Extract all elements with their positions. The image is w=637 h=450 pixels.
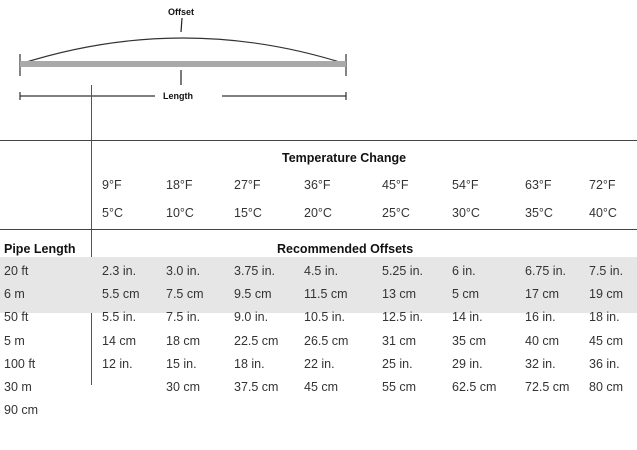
offset-cell: 35 cm [452, 334, 487, 348]
offset-cell: 6.75 in. [525, 264, 567, 278]
offset-cell: 12 in. [102, 357, 133, 371]
offset-cell: 18 in. [589, 310, 620, 324]
celsius-cell: 10°C [166, 206, 194, 220]
offset-cell: 37.5 cm [234, 380, 279, 394]
offset-cell: 3.0 in. [166, 264, 201, 278]
column-divider [91, 85, 92, 385]
offset-cell: 18 cm [166, 334, 201, 348]
offset-cell: 32 in. [525, 357, 556, 371]
offset-pointer [180, 17, 183, 33]
offset-cell: 14 in. [452, 310, 483, 324]
offset-cell: 55 cm [382, 380, 417, 394]
pipe-length-cell: 100 ft [4, 357, 36, 371]
offset-cell: 5.5 in. [102, 310, 137, 324]
celsius-cell: 25°C [382, 206, 410, 220]
offset-cell: 4.5 in. [304, 264, 339, 278]
table-top-rule [0, 140, 637, 141]
pipe-offset-diagram: Offset Length [19, 7, 347, 101]
fahrenheit-cell: 54°F [452, 178, 479, 192]
offset-cell: 15 in. [166, 357, 197, 371]
offset-cell: 25 in. [382, 357, 413, 371]
offset-cell: 17 cm [525, 287, 560, 301]
offset-cell: 5.5 cm [102, 287, 140, 301]
offset-cell: 22.5 cm [234, 334, 279, 348]
fahrenheit-cell: 72°F [589, 178, 616, 192]
pipe-length-cell: 90 cm [4, 403, 39, 417]
offset-cell: 7.5 cm [166, 287, 204, 301]
fahrenheit-cell: 45°F [382, 178, 409, 192]
offset-cell: 62.5 cm [452, 380, 497, 394]
offset-cell: 11.5 cm [304, 287, 348, 301]
fahrenheit-cell: 27°F [234, 178, 261, 192]
offset-cell: 45 cm [304, 380, 339, 394]
offset-cell: 22 in. [304, 357, 335, 371]
fahrenheit-cell: 63°F [525, 178, 552, 192]
offset-cell: 9.5 cm [234, 287, 272, 301]
pipe-bar [20, 61, 346, 67]
offset-cell: 40 cm [525, 334, 560, 348]
highlight-band [0, 257, 637, 313]
pipe-length-header: Pipe Length [4, 242, 76, 256]
offset-cell: 16 in. [525, 310, 556, 324]
pipe-length-cell: 50 ft [4, 310, 29, 324]
pipe-length-cell: 20 ft [4, 264, 29, 278]
offset-cell: 14 cm [102, 334, 137, 348]
fahrenheit-cell: 36°F [304, 178, 331, 192]
celsius-cell: 20°C [304, 206, 332, 220]
celsius-cell: 30°C [452, 206, 480, 220]
offset-cell: 6 in. [452, 264, 476, 278]
offset-cell: 80 cm [589, 380, 624, 394]
offset-cell: 29 in. [452, 357, 483, 371]
celsius-cell: 40°C [589, 206, 617, 220]
celsius-cell: 5°C [102, 206, 123, 220]
header-rule [0, 229, 637, 230]
offset-cell: 3.75 in. [234, 264, 276, 278]
offset-cell: 72.5 cm [525, 380, 570, 394]
offset-cell: 7.5 in. [589, 264, 624, 278]
offset-cell: 5.25 in. [382, 264, 424, 278]
offset-cell: 2.3 in. [102, 264, 137, 278]
offset-cell: 13 cm [382, 287, 417, 301]
offset-cell: 7.5 in. [166, 310, 201, 324]
fahrenheit-cell: 9°F [102, 178, 122, 192]
offset-cell: 5 cm [452, 287, 480, 301]
celsius-cell: 15°C [234, 206, 262, 220]
offset-cell: 12.5 in. [382, 310, 424, 324]
recommended-offsets-header: Recommended Offsets [277, 242, 414, 256]
offset-cell: 31 cm [382, 334, 417, 348]
offset-cell: 10.5 in. [304, 310, 346, 324]
offset-arc [19, 37, 347, 65]
pipe-length-cell: 5 m [4, 334, 25, 348]
temperature-change-header: Temperature Change [282, 151, 407, 165]
offset-cell: 36 in. [589, 357, 620, 371]
offset-label: Offset [168, 7, 194, 17]
celsius-cell: 35°C [525, 206, 553, 220]
length-label: Length [163, 91, 193, 101]
offset-cell: 19 cm [589, 287, 624, 301]
pipe-length-cell: 30 m [4, 380, 32, 394]
pipe-length-cell: 6 m [4, 287, 25, 301]
offset-cell: 26.5 cm [304, 334, 349, 348]
fahrenheit-cell: 18°F [166, 178, 193, 192]
offset-cell: 9.0 in. [234, 310, 269, 324]
offset-cell: 30 cm [166, 380, 201, 394]
offset-cell: 18 in. [234, 357, 265, 371]
offset-cell: 45 cm [589, 334, 624, 348]
